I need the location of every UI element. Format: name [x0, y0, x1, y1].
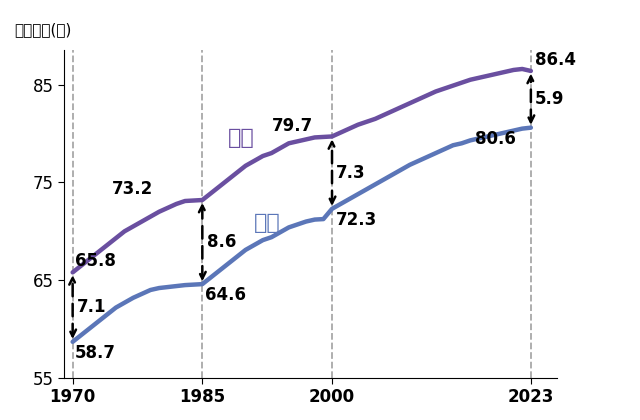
Text: 58.7: 58.7	[76, 344, 116, 362]
Text: 86.4: 86.4	[535, 51, 576, 69]
Text: 64.6: 64.6	[205, 286, 246, 304]
Text: 5.9: 5.9	[535, 90, 564, 108]
Text: 8.6: 8.6	[207, 233, 236, 251]
Text: 기대수명(년): 기대수명(년)	[15, 22, 72, 37]
Text: 7.3: 7.3	[337, 164, 366, 181]
Text: 남자: 남자	[254, 213, 281, 234]
Text: 여자: 여자	[228, 129, 255, 148]
Text: 65.8: 65.8	[76, 252, 116, 270]
Text: 72.3: 72.3	[337, 211, 378, 229]
Text: 79.7: 79.7	[271, 116, 313, 134]
Text: 73.2: 73.2	[111, 180, 153, 198]
Text: 80.6: 80.6	[475, 130, 516, 147]
Text: 7.1: 7.1	[77, 298, 106, 316]
